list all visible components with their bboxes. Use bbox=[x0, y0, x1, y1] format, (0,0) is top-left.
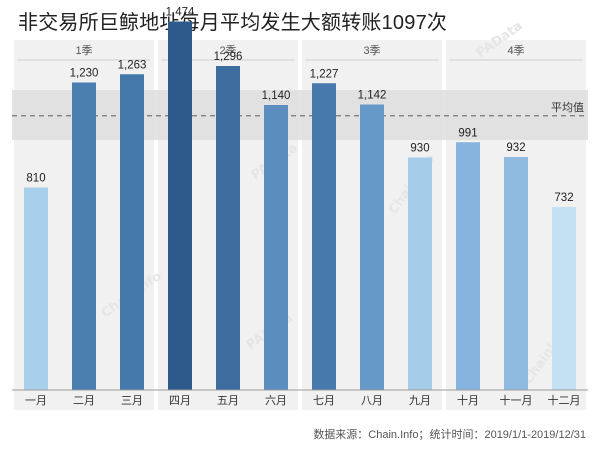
quarter-label: 4季 bbox=[507, 44, 524, 57]
bar-value-label: 732 bbox=[554, 192, 573, 204]
month-tick-label: 六月 bbox=[265, 394, 287, 407]
bar-value-label: 810 bbox=[26, 173, 45, 185]
chart-title: 非交易所巨鲸地址每月平均发生大额转账1097次 bbox=[18, 12, 448, 34]
bar-value-label: 1,140 bbox=[262, 90, 291, 102]
bar-value-label: 1,230 bbox=[70, 68, 99, 80]
month-tick-label: 十二月 bbox=[548, 393, 581, 407]
bar-value-label: 1,263 bbox=[118, 59, 147, 71]
bar-value-label: 1,227 bbox=[310, 68, 339, 80]
bar bbox=[408, 157, 432, 390]
bar bbox=[168, 21, 192, 390]
bar bbox=[72, 82, 96, 390]
quarter-label: 3季 bbox=[363, 44, 380, 57]
bar bbox=[120, 74, 144, 390]
month-tick-label: 一月 bbox=[25, 395, 47, 407]
bar bbox=[360, 104, 384, 390]
month-tick-label: 五月 bbox=[217, 395, 239, 407]
month-tick-label: 二月 bbox=[73, 395, 95, 407]
bar bbox=[264, 105, 288, 390]
bar-value-label: 1,296 bbox=[214, 51, 243, 63]
source-note: 数据来源：Chain.Info；统计时间：2019/1/1-2019/12/31 bbox=[313, 429, 586, 441]
month-tick-label: 四月 bbox=[169, 395, 191, 407]
bar bbox=[552, 207, 576, 390]
bar-value-label: 932 bbox=[506, 142, 525, 154]
bar-value-label: 1,142 bbox=[358, 90, 387, 102]
average-band bbox=[12, 90, 588, 140]
bar bbox=[456, 142, 480, 390]
quarter-label: 2季 bbox=[219, 44, 236, 57]
bar-value-label: 1,474 bbox=[166, 7, 195, 19]
quarter-label: 1季 bbox=[75, 44, 92, 57]
bar bbox=[24, 187, 48, 390]
bar bbox=[312, 83, 336, 390]
month-tick-label: 八月 bbox=[361, 395, 383, 407]
month-tick-label: 七月 bbox=[313, 394, 335, 407]
bar-value-label: 930 bbox=[410, 143, 429, 155]
bar bbox=[504, 157, 528, 390]
bar-value-label: 991 bbox=[458, 127, 477, 139]
month-tick-label: 十一月 bbox=[500, 393, 533, 407]
month-tick-label: 九月 bbox=[409, 394, 431, 407]
month-tick-label: 三月 bbox=[121, 395, 143, 407]
bar bbox=[216, 66, 240, 390]
average-label: 平均值 bbox=[551, 101, 584, 114]
month-tick-label: 十月 bbox=[457, 393, 479, 407]
